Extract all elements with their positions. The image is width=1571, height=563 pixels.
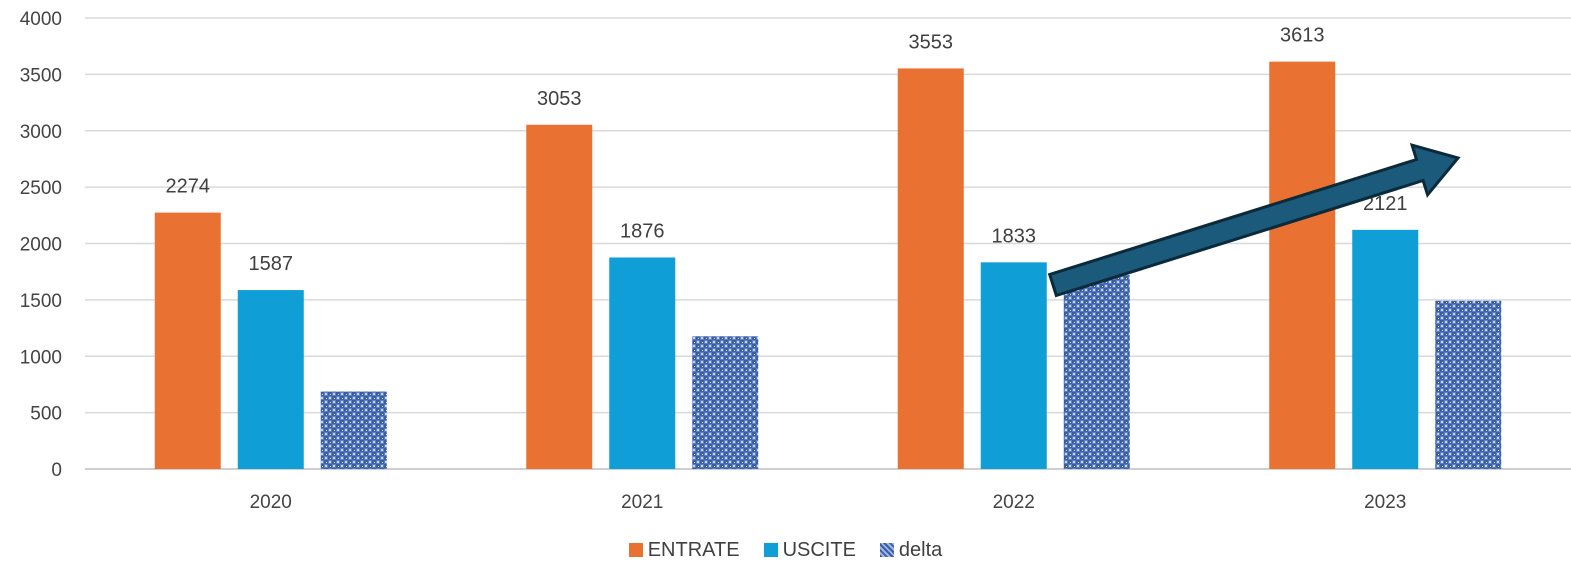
x-tick-label: 2023 xyxy=(1364,492,1406,513)
bar-entrate-2020 xyxy=(154,212,221,469)
x-tick-label: 2022 xyxy=(993,492,1035,513)
legend-label: USCITE xyxy=(782,538,856,561)
bar-entrate-2021 xyxy=(526,124,593,470)
legend-item-uscite: USCITE xyxy=(763,538,856,562)
y-tick-label: 2000 xyxy=(20,235,62,256)
legend-label: delta xyxy=(898,538,943,561)
y-tick-label: 1000 xyxy=(20,347,62,368)
y-tick-label: 3000 xyxy=(20,122,62,143)
bars xyxy=(154,61,1502,470)
data-label-entrate-2022: 3553 xyxy=(909,31,954,53)
legend-swatch-entrate xyxy=(628,543,643,557)
x-axis-ticks: 2020 2021 2022 2023 xyxy=(250,492,1407,513)
gridlines xyxy=(85,17,1571,470)
data-label-entrate-2021: 3053 xyxy=(537,88,582,110)
y-tick-label: 0 xyxy=(51,460,62,481)
legend-swatch-uscite xyxy=(763,543,778,557)
data-label-uscite-2022: 1833 xyxy=(992,225,1037,247)
bar-entrate-2023 xyxy=(1269,61,1336,470)
data-label-uscite-2021: 1876 xyxy=(620,220,665,242)
bar-uscite-2020 xyxy=(237,290,304,469)
legend-item-delta: delta xyxy=(879,538,943,562)
x-tick-label: 2021 xyxy=(621,492,663,513)
bar-uscite-2021 xyxy=(609,257,676,469)
y-tick-label: 1500 xyxy=(20,291,62,312)
data-labels: 2274 1587 3053 1876 3553 1833 3613 2121 xyxy=(166,25,1408,275)
bar-uscite-2022 xyxy=(980,262,1047,469)
bar-delta-2020 xyxy=(320,391,387,469)
y-tick-label: 500 xyxy=(30,404,62,425)
data-label-uscite-2023: 2121 xyxy=(1363,193,1408,215)
legend-label: ENTRATE xyxy=(647,538,740,561)
y-axis-ticks: 0 500 1000 1500 2000 2500 3000 3500 4000 xyxy=(20,9,62,481)
data-label-uscite-2020: 1587 xyxy=(249,253,294,275)
trend-arrow xyxy=(1047,143,1461,298)
y-tick-label: 3500 xyxy=(20,65,62,86)
bar-delta-2022 xyxy=(1063,275,1130,469)
chart-legend: ENTRATE USCITE delta xyxy=(0,538,1571,562)
x-tick-label: 2020 xyxy=(250,492,292,513)
trend-arrow-annotation xyxy=(1047,143,1461,298)
y-tick-label: 4000 xyxy=(20,9,62,30)
legend-swatch-delta xyxy=(879,543,894,557)
bar-uscite-2023 xyxy=(1352,229,1419,469)
y-tick-label: 2500 xyxy=(20,178,62,199)
bar-entrate-2022 xyxy=(897,68,964,470)
legend-item-entrate: ENTRATE xyxy=(628,538,740,562)
data-label-entrate-2020: 2274 xyxy=(166,176,211,198)
data-label-entrate-2023: 3613 xyxy=(1280,25,1325,47)
bar-delta-2021 xyxy=(692,336,759,469)
bar-delta-2023 xyxy=(1435,300,1502,469)
